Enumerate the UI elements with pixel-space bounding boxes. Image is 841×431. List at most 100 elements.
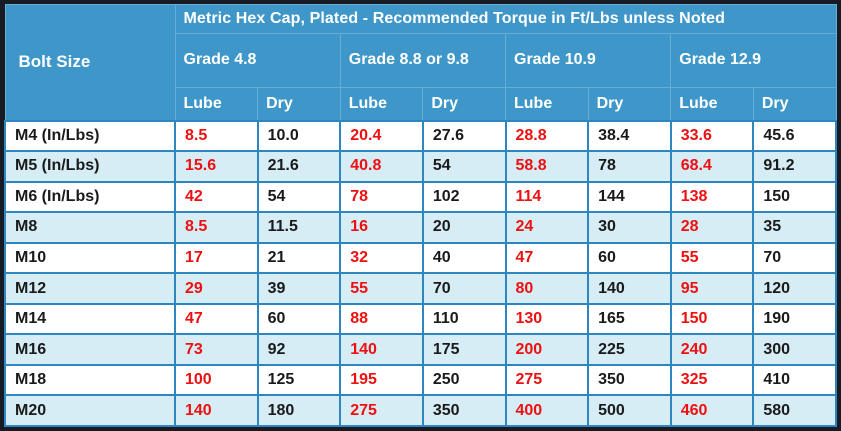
bolt-size-cell: M14: [4, 302, 176, 336]
dry-torque-cell: 165: [587, 302, 672, 336]
dry-torque-cell: 54: [256, 180, 342, 214]
lube-torque-cell: 28.8: [504, 119, 590, 153]
dry-torque-cell: 70: [752, 241, 837, 275]
lube-torque-cell: 100: [174, 363, 259, 397]
dry-header: Dry: [752, 87, 837, 121]
lube-torque-cell: 400: [504, 394, 590, 427]
table-row: M16 73 92 140 175 200 225 240 300: [4, 333, 837, 366]
dry-torque-cell: 125: [256, 363, 342, 397]
lube-header: Lube: [339, 87, 424, 121]
table-row: M12 29 39 55 70 80 140 95 120: [4, 272, 837, 305]
grade-4-8-header: Grade 4.8: [174, 33, 341, 88]
lube-header: Lube: [505, 87, 589, 121]
grade-header-row: Grade 4.8 Grade 8.8 or 9.8 Grade 10.9 Gr…: [5, 33, 837, 88]
dry-torque-cell: 78: [587, 150, 672, 183]
lube-torque-cell: 17: [174, 241, 259, 275]
table-row: M4 (In/Lbs) 8.5 10.0 20.4 27.6 28.8 38.4 33.6 45…: [4, 119, 837, 153]
dry-torque-cell: 27.6: [421, 119, 507, 153]
lube-torque-cell: 140: [339, 333, 424, 366]
lube-torque-cell: 55: [669, 241, 755, 275]
lube-torque-cell: 195: [339, 363, 424, 397]
lube-header: Lube: [670, 87, 754, 121]
dry-torque-cell: 144: [587, 180, 672, 214]
dry-torque-cell: 110: [421, 302, 507, 336]
dry-torque-cell: 180: [256, 394, 342, 427]
bolt-size-cell: M8: [4, 211, 176, 244]
bolt-size-cell: M20: [4, 394, 176, 427]
dry-torque-cell: 410: [752, 363, 837, 397]
bolt-size-header: Bolt Size: [4, 4, 176, 121]
bolt-size-cell: M12: [4, 272, 176, 305]
dry-torque-cell: 175: [421, 333, 507, 366]
lube-torque-cell: 47: [174, 302, 259, 336]
dry-torque-cell: 35: [752, 211, 837, 244]
table-row: M14 47 60 88 110 130 165 150 190: [4, 302, 837, 336]
dry-torque-cell: 45.6: [752, 119, 837, 153]
lube-torque-cell: 42: [174, 180, 259, 214]
bolt-size-cell: M5 (In/Lbs): [4, 150, 176, 183]
table-title: Metric Hex Cap, Plated - Recommended Tor…: [174, 4, 837, 34]
lube-torque-cell: 24: [504, 211, 590, 244]
lube-torque-cell: 138: [669, 180, 755, 214]
lube-torque-cell: 140: [174, 394, 259, 427]
lube-torque-cell: 78: [339, 180, 424, 214]
lube-torque-cell: 40.8: [339, 150, 424, 183]
lube-torque-cell: 73: [174, 333, 259, 366]
lube-torque-cell: 16: [339, 211, 424, 244]
table-row: M5 (In/Lbs) 15.6 21.6 40.8 54 58.8 78 68.4 91.2: [4, 150, 837, 183]
lube-torque-cell: 8.5: [174, 211, 259, 244]
lube-torque-cell: 114: [504, 180, 590, 214]
dry-torque-cell: 30: [587, 211, 672, 244]
dry-torque-cell: 350: [587, 363, 672, 397]
dry-torque-cell: 91.2: [752, 150, 837, 183]
table-body: M4 (In/Lbs) 8.5 10.0 20.4 27.6 28.8 38.4 33.6 45…: [4, 119, 837, 427]
lube-torque-cell: 275: [339, 394, 424, 427]
dry-torque-cell: 92: [256, 333, 342, 366]
bolt-size-cell: M4 (In/Lbs): [4, 119, 176, 153]
dry-torque-cell: 21: [256, 241, 342, 275]
dry-torque-cell: 54: [421, 150, 507, 183]
torque-table: Bolt Size Metric Hex Cap, Plated - Recom…: [4, 4, 837, 427]
bolt-size-cell: M10: [4, 241, 176, 275]
lube-torque-cell: 80: [504, 272, 590, 305]
dry-torque-cell: 300: [752, 333, 837, 366]
dry-header: Dry: [257, 87, 341, 121]
dry-torque-cell: 225: [587, 333, 672, 366]
dry-torque-cell: 150: [752, 180, 837, 214]
dry-header: Dry: [587, 87, 672, 121]
bolt-size-cell: M18: [4, 363, 176, 397]
dry-header: Dry: [422, 87, 506, 121]
dry-torque-cell: 38.4: [587, 119, 672, 153]
lube-torque-cell: 88: [339, 302, 424, 336]
lube-torque-cell: 130: [504, 302, 590, 336]
table-row: M20 140 180 275 350 400 500 460 580: [4, 394, 837, 427]
dry-torque-cell: 350: [421, 394, 507, 427]
lube-torque-cell: 20.4: [339, 119, 424, 153]
lube-torque-cell: 47: [504, 241, 590, 275]
lube-header: Lube: [174, 87, 259, 121]
lube-torque-cell: 15.6: [174, 150, 259, 183]
dry-torque-cell: 190: [752, 302, 837, 336]
lube-torque-cell: 28: [669, 211, 755, 244]
table-row: M10 17 21 32 40 47 60 55 70: [4, 241, 837, 275]
lube-torque-cell: 68.4: [669, 150, 755, 183]
dry-torque-cell: 60: [256, 302, 342, 336]
dry-torque-cell: 11.5: [256, 211, 342, 244]
lube-torque-cell: 275: [504, 363, 590, 397]
dry-torque-cell: 70: [421, 272, 507, 305]
lube-torque-cell: 29: [174, 272, 259, 305]
dry-torque-cell: 140: [587, 272, 672, 305]
grade-12-9-header: Grade 12.9: [670, 33, 837, 88]
lube-torque-cell: 200: [504, 333, 590, 366]
lube-torque-cell: 58.8: [504, 150, 590, 183]
lube-torque-cell: 95: [669, 272, 755, 305]
dry-torque-cell: 60: [587, 241, 672, 275]
dry-torque-cell: 39: [256, 272, 342, 305]
table-row: M18 100 125 195 250 275 350 325 410: [4, 363, 837, 397]
grade-8-8-or-9-8-header: Grade 8.8 or 9.8: [339, 33, 507, 88]
title-row: Bolt Size Metric Hex Cap, Plated - Recom…: [4, 4, 837, 121]
dry-torque-cell: 120: [752, 272, 837, 305]
dry-torque-cell: 20: [421, 211, 507, 244]
lube-torque-cell: 460: [669, 394, 755, 427]
